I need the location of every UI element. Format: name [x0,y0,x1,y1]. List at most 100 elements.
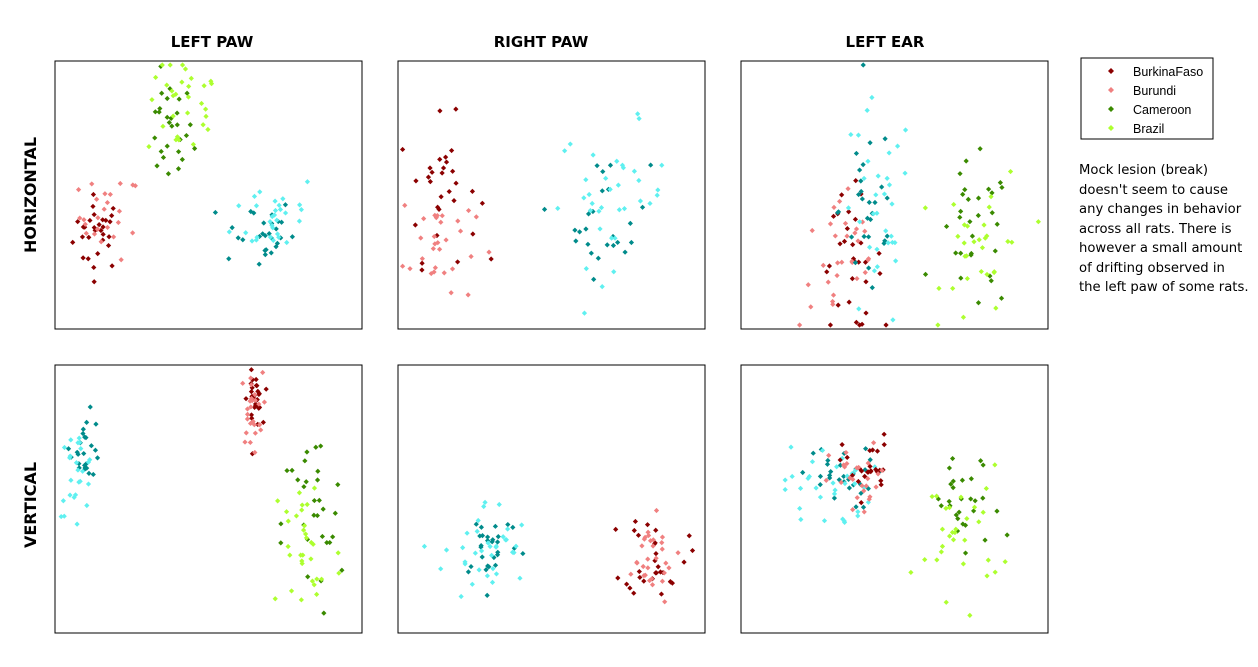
data-point [285,543,291,550]
data-point [164,95,170,102]
data-point [305,574,311,580]
data-point [884,175,890,181]
data-point [600,168,606,175]
data-point [621,206,628,212]
data-point [226,229,232,235]
data-point [860,162,866,168]
data-point [586,191,592,198]
data-point [159,62,165,68]
data-point [867,463,873,470]
data-point [93,421,99,427]
data-point [948,481,954,487]
data-point [650,543,656,549]
data-point [610,242,617,249]
data-point [960,191,966,197]
data-point [248,412,255,418]
data-point [827,472,833,479]
data-point [156,109,162,115]
data-point [855,509,861,515]
data-point [846,485,852,491]
data-point [878,478,884,484]
data-point [831,204,837,210]
data-point [91,279,97,285]
data-point [164,82,170,88]
data-point [179,156,185,163]
data-point [939,526,946,532]
data-point [844,233,850,239]
point-cluster [240,369,268,456]
annotation-note: Mock lesion (break) doesn't seem to caus… [1079,163,1249,295]
data-point [81,217,87,223]
data-point [647,200,653,207]
data-point [595,255,601,261]
data-point [653,551,659,557]
data-point [82,434,88,440]
data-point [438,219,444,225]
data-point [681,559,687,565]
data-point [861,233,867,240]
data-point [938,503,944,509]
data-point [458,593,464,600]
data-point [884,195,890,201]
data-point [251,193,258,199]
data-point [645,556,651,562]
data-point [865,460,871,466]
data-point [858,468,865,474]
legend-marker [1108,106,1114,112]
data-point [169,123,175,129]
point-cluster [922,168,1041,328]
data-point [58,513,64,520]
data-point [95,226,101,232]
data-point [635,532,642,538]
data-point [479,200,485,206]
data-point [175,166,182,172]
data-point [598,205,605,211]
data-point [413,178,419,184]
data-point [949,529,956,535]
data-point [479,554,485,560]
data-point [152,135,158,141]
data-point [273,226,279,232]
data-point [979,245,986,251]
data-point [492,562,499,568]
data-point [109,263,115,269]
data-point [849,472,855,478]
data-point [854,275,860,282]
data-point [663,560,669,566]
legend-entry-brazil: Brazil [1108,122,1164,136]
data-point [854,465,860,471]
data-point [879,467,885,474]
data-point [980,509,986,515]
data-point [957,214,963,220]
data-point [258,427,264,433]
data-point [479,533,486,539]
data-point [443,237,449,243]
data-point [655,564,661,570]
data-point [836,477,842,483]
data-point [993,305,999,311]
panel-frame [740,60,1049,330]
data-point [443,547,450,553]
data-point [274,217,280,223]
data-point [170,93,176,99]
data-point [908,569,914,576]
column-title-right-paw: RIGHT PAW [494,33,589,51]
data-point [581,195,587,201]
data-point [888,233,894,239]
data-point [958,208,964,214]
data-point [830,301,836,307]
data-point [95,251,101,257]
data-point [74,449,80,455]
panel-frame [740,364,1049,634]
data-point [272,207,279,214]
data-point [412,222,418,228]
data-point [834,464,840,470]
data-point [451,198,457,204]
data-point [636,116,642,122]
data-point [846,209,852,215]
data-point [658,591,665,597]
data-point [984,233,990,239]
data-point [298,597,304,603]
data-point [188,75,194,81]
data-point [314,576,320,582]
